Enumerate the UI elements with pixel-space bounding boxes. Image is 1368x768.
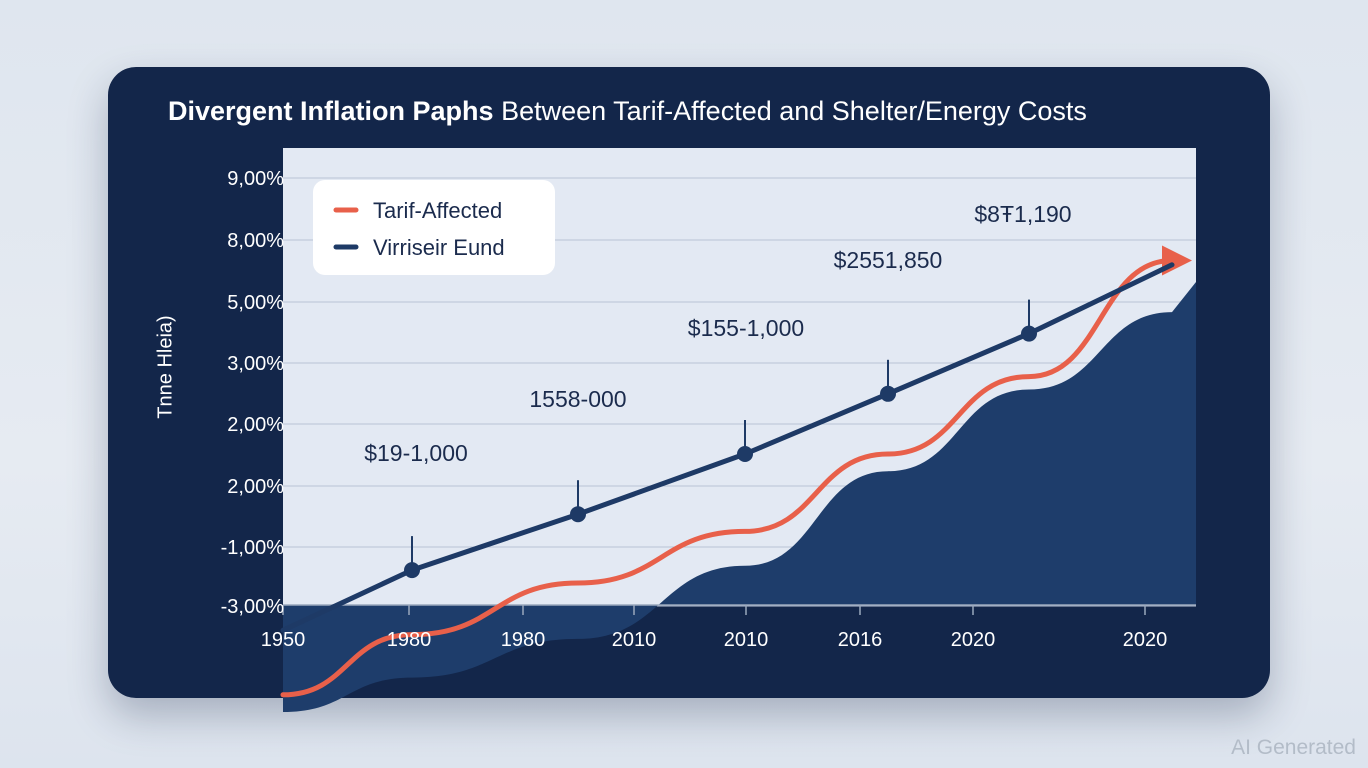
series-line-tarif-affected xyxy=(280,245,1192,698)
y-tick-label: 8,00% xyxy=(227,230,284,252)
y-tick-label: 9,00% xyxy=(227,168,284,190)
x-tick-label: 1950 xyxy=(261,629,306,651)
data-point xyxy=(880,385,896,402)
data-label: 1558-000 xyxy=(529,386,626,412)
x-tick-label: 2020 xyxy=(951,629,996,651)
legend-label: Virriseir Eund xyxy=(373,235,505,260)
data-point xyxy=(737,446,753,462)
y-tick-label: -1,00% xyxy=(221,537,285,559)
data-point xyxy=(570,506,586,523)
x-tick-label: 1980 xyxy=(501,629,546,651)
data-point xyxy=(404,562,420,579)
y-tick-label: 5,00% xyxy=(227,292,284,314)
data-label: $19-1,000 xyxy=(364,440,468,466)
data-point xyxy=(1021,325,1037,342)
y-tick-label: 2,00% xyxy=(227,476,284,498)
x-tick-label: 2020 xyxy=(1123,629,1168,651)
data-label: $2551,850 xyxy=(834,247,943,273)
data-label: $155-1,000 xyxy=(688,315,804,341)
chart-title-bold: Divergent Inflation Paphs xyxy=(168,96,494,126)
y-tick-label: 3,00% xyxy=(227,353,284,375)
y-tick-label: -3,00% xyxy=(221,596,285,618)
x-tick-label: 2016 xyxy=(838,629,883,651)
data-label: $8Ŧ1,190 xyxy=(974,201,1071,227)
chart-title: Divergent Inflation Paphs Between Tarif-… xyxy=(168,96,1228,127)
x-tick-label: 2010 xyxy=(612,629,657,651)
watermark: AI Generated xyxy=(1231,736,1356,759)
chart-title-rest: Between Tarif-Affected and Shelter/Energ… xyxy=(501,96,1087,126)
legend-box xyxy=(313,180,555,275)
y-tick-label: 2,00% xyxy=(227,414,284,436)
x-tick-label: 2010 xyxy=(724,629,769,651)
x-tick-label: 1980 xyxy=(387,629,432,651)
legend-label: Tarif-Affected xyxy=(373,198,502,223)
